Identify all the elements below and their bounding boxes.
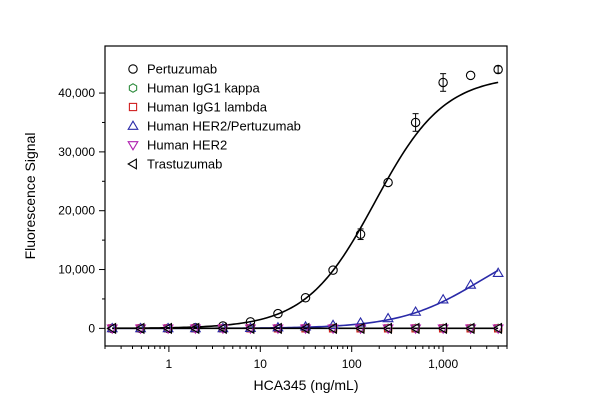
plot-frame bbox=[104, 45, 508, 347]
data-point bbox=[492, 322, 503, 335]
data-point bbox=[272, 322, 282, 335]
x-axis-title: HCA345 (ng/mL) bbox=[253, 377, 358, 393]
legend-marker bbox=[127, 141, 139, 151]
data-point bbox=[134, 322, 145, 335]
legend-marker bbox=[127, 120, 139, 130]
data-point bbox=[354, 322, 365, 335]
x-tick-label: 1 bbox=[166, 357, 173, 371]
x-tick-label: 1,000 bbox=[428, 357, 458, 371]
legend-label: Human IgG1 kappa bbox=[147, 81, 261, 96]
y-tick-label: 20,000 bbox=[58, 204, 95, 218]
data-point bbox=[217, 322, 227, 335]
legend-marker bbox=[128, 83, 138, 93]
data-markers bbox=[106, 64, 504, 335]
legend-label: Pertuzumab bbox=[147, 62, 217, 77]
data-point bbox=[437, 322, 448, 335]
data-point bbox=[300, 293, 311, 303]
y-tick-label: 0 bbox=[88, 321, 95, 335]
data-point bbox=[409, 322, 420, 335]
data-point bbox=[299, 320, 312, 331]
data-point bbox=[355, 229, 366, 239]
fit-curves bbox=[112, 81, 499, 330]
data-point bbox=[273, 308, 283, 319]
data-point bbox=[382, 312, 394, 323]
legend-marker bbox=[128, 102, 138, 112]
data-point bbox=[244, 322, 255, 335]
x-tick-label: 100 bbox=[342, 357, 362, 371]
legend-label: Human HER2/Pertuzumab bbox=[147, 119, 301, 134]
legend-marker bbox=[127, 158, 137, 170]
legend-label: Human HER2 bbox=[147, 138, 227, 153]
data-point bbox=[409, 305, 422, 316]
data-point bbox=[464, 322, 475, 335]
y-tick-label: 10,000 bbox=[58, 263, 95, 277]
legend-label: Human IgG1 lambda bbox=[147, 100, 268, 115]
data-point bbox=[492, 267, 504, 277]
data-point bbox=[328, 265, 338, 275]
data-point bbox=[493, 64, 503, 75]
data-point bbox=[383, 177, 393, 188]
legend-label: Trastuzumab bbox=[147, 157, 222, 172]
y-tick-label: 30,000 bbox=[58, 145, 95, 159]
data-point bbox=[162, 322, 172, 335]
data-point bbox=[189, 322, 200, 335]
legend-marker bbox=[128, 64, 138, 74]
data-point bbox=[299, 322, 310, 335]
y-tick-label: 40,000 bbox=[58, 86, 95, 100]
data-point bbox=[465, 70, 476, 81]
legend: Pertuzumab Human IgG1 kappa Human IgG1 lam… bbox=[127, 62, 301, 172]
data-point bbox=[437, 293, 449, 304]
data-point bbox=[410, 117, 421, 128]
data-point bbox=[464, 278, 477, 289]
data-point bbox=[382, 322, 392, 335]
data-point bbox=[106, 322, 117, 335]
data-point bbox=[327, 322, 337, 335]
y-axis-title: Fluorescence Signal bbox=[22, 133, 38, 260]
data-point bbox=[438, 77, 448, 88]
axes: 1 10 100 1,000 0 10,000 20,000 30,000 40,000 bbox=[58, 86, 508, 371]
x-tick-label: 10 bbox=[254, 357, 268, 371]
